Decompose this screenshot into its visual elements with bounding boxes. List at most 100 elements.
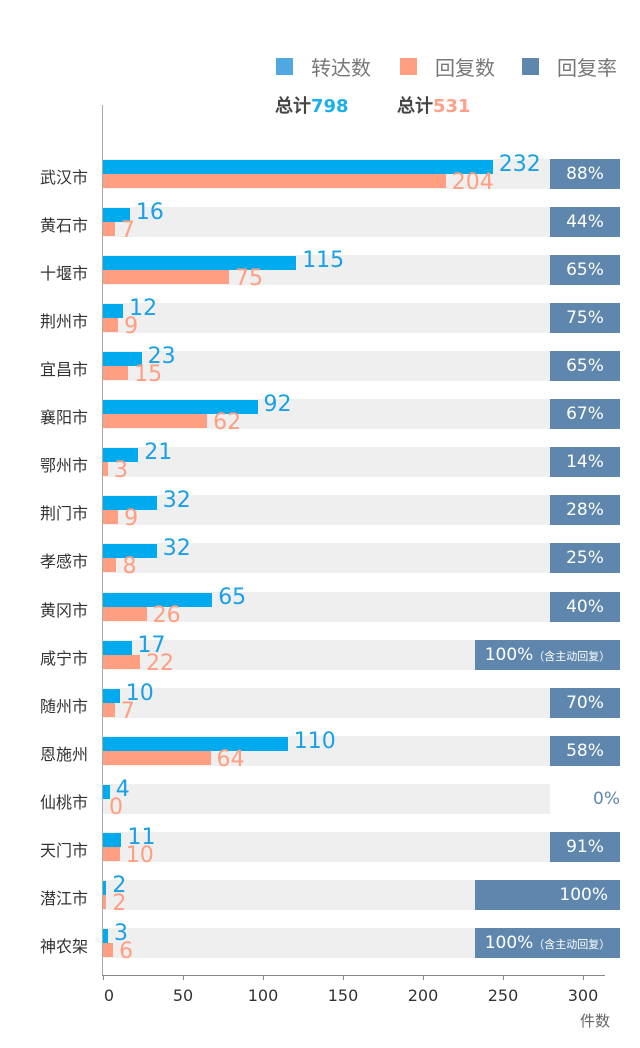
value-label-replied: 75 (235, 266, 263, 292)
legend-swatch (400, 58, 417, 75)
rate-value: 70% (566, 692, 604, 713)
value-label-replied: 10 (125, 842, 154, 868)
rate-value: 40% (566, 596, 604, 617)
bar-replied (103, 510, 119, 525)
bar-forwarded (103, 544, 157, 559)
value-label-replied: 15 (134, 362, 163, 388)
bar-forwarded (103, 832, 122, 847)
x-tick-mark (183, 975, 184, 980)
rate-value: 75% (566, 308, 604, 329)
legend-item-replied: 回复数 (400, 52, 495, 81)
rate-badge: 0% (550, 784, 620, 814)
rate-badge: 65% (550, 351, 620, 382)
value-label-replied: 64 (216, 746, 245, 772)
rate-value: 28% (566, 500, 604, 521)
rate-badge: 25% (550, 543, 620, 574)
category-label: 神农架 (39, 936, 88, 956)
x-tick-label: 300 (567, 986, 599, 1005)
value-label-forwarded: 16 (135, 200, 164, 226)
row-background (103, 495, 550, 526)
x-tick-label: 150 (327, 986, 359, 1005)
rate-value: 58% (566, 740, 604, 761)
bar-replied (103, 174, 446, 188)
rate-value: 65% (566, 260, 604, 281)
category-label: 恩施州 (39, 744, 88, 764)
rate-value: 44% (566, 212, 604, 233)
rate-badge: 58% (550, 735, 620, 766)
value-label-forwarded: 10 (125, 680, 154, 706)
rate-badge: 100%（含主动回复） (475, 639, 620, 670)
legend-label: 回复率 (557, 56, 617, 80)
value-label-replied: 9 (124, 506, 139, 532)
bar-forwarded (103, 784, 110, 799)
x-tick-label: 0 (103, 986, 115, 1005)
total-forwarded: 总计798 (275, 96, 349, 117)
value-label-replied: 0 (109, 794, 123, 820)
bar-forwarded (103, 448, 139, 463)
rate-value: 14% (566, 452, 604, 473)
legend-item-forwarded: 转达数 (276, 52, 371, 81)
category-label: 黄石市 (39, 216, 88, 236)
bar-replied (103, 270, 229, 285)
value-label-forwarded: 21 (144, 440, 173, 466)
total-replied: 总计531 (397, 96, 471, 117)
row-background (103, 543, 550, 574)
value-label-forwarded: 17 (137, 632, 166, 658)
rate-badge: 100% (475, 879, 620, 910)
value-label-forwarded: 115 (302, 248, 345, 274)
bar-forwarded (103, 304, 124, 319)
x-tick-mark (103, 975, 104, 980)
category-label: 宜昌市 (39, 360, 88, 380)
value-label-forwarded: 11 (127, 824, 156, 850)
bar-replied (103, 894, 107, 909)
bar-forwarded (103, 352, 142, 367)
value-label-replied: 62 (213, 410, 242, 436)
category-label: 荆门市 (39, 504, 88, 524)
bar-forwarded (103, 592, 213, 607)
rate-badge: 44% (550, 207, 620, 238)
bar-forwarded (103, 736, 288, 751)
value-label-replied: 7 (120, 218, 135, 244)
bar-replied (103, 318, 119, 333)
rate-badge: 40% (550, 591, 620, 622)
value-label-replied: 7 (120, 698, 135, 724)
x-axis-line (102, 975, 605, 976)
bar-replied (103, 654, 140, 669)
value-label-forwarded: 4 (115, 776, 130, 802)
x-tick-mark (343, 975, 344, 980)
category-label: 武汉市 (39, 168, 88, 187)
rate-badge: 67% (550, 399, 620, 430)
x-axis-label: 件数 (580, 1012, 611, 1030)
bar-replied (103, 414, 208, 429)
rate-value: 100% (484, 644, 534, 665)
value-label-forwarded: 3 (114, 920, 129, 946)
x-tick-label: 100 (247, 986, 279, 1005)
category-label: 襄阳市 (39, 408, 88, 428)
bar-forwarded (103, 256, 297, 271)
bar-replied (103, 846, 120, 861)
value-label-replied: 6 (119, 938, 134, 964)
value-label-forwarded: 232 (498, 152, 541, 177)
value-label-forwarded: 2 (112, 872, 127, 898)
bar-replied (103, 750, 211, 765)
bar-forwarded (103, 496, 157, 511)
bar-replied (103, 558, 117, 573)
value-label-replied: 26 (152, 602, 181, 628)
rate-note: （含主动回复） (533, 649, 611, 663)
rate-badge: 70% (550, 687, 620, 718)
x-tick-mark (423, 975, 424, 980)
value-label-replied: 8 (122, 554, 137, 580)
category-label: 孝感市 (39, 552, 88, 572)
row-background (103, 207, 550, 238)
category-label: 随州市 (39, 696, 88, 716)
x-tick-label: 250 (487, 986, 519, 1005)
value-label-replied: 3 (114, 458, 129, 484)
value-label-forwarded: 65 (218, 584, 247, 610)
row-background (103, 351, 550, 382)
bar-forwarded (103, 160, 493, 174)
rate-badge: 14% (550, 447, 620, 478)
category-label: 仙桃市 (39, 792, 88, 812)
x-tick-mark (583, 975, 584, 980)
row-background (103, 783, 550, 814)
